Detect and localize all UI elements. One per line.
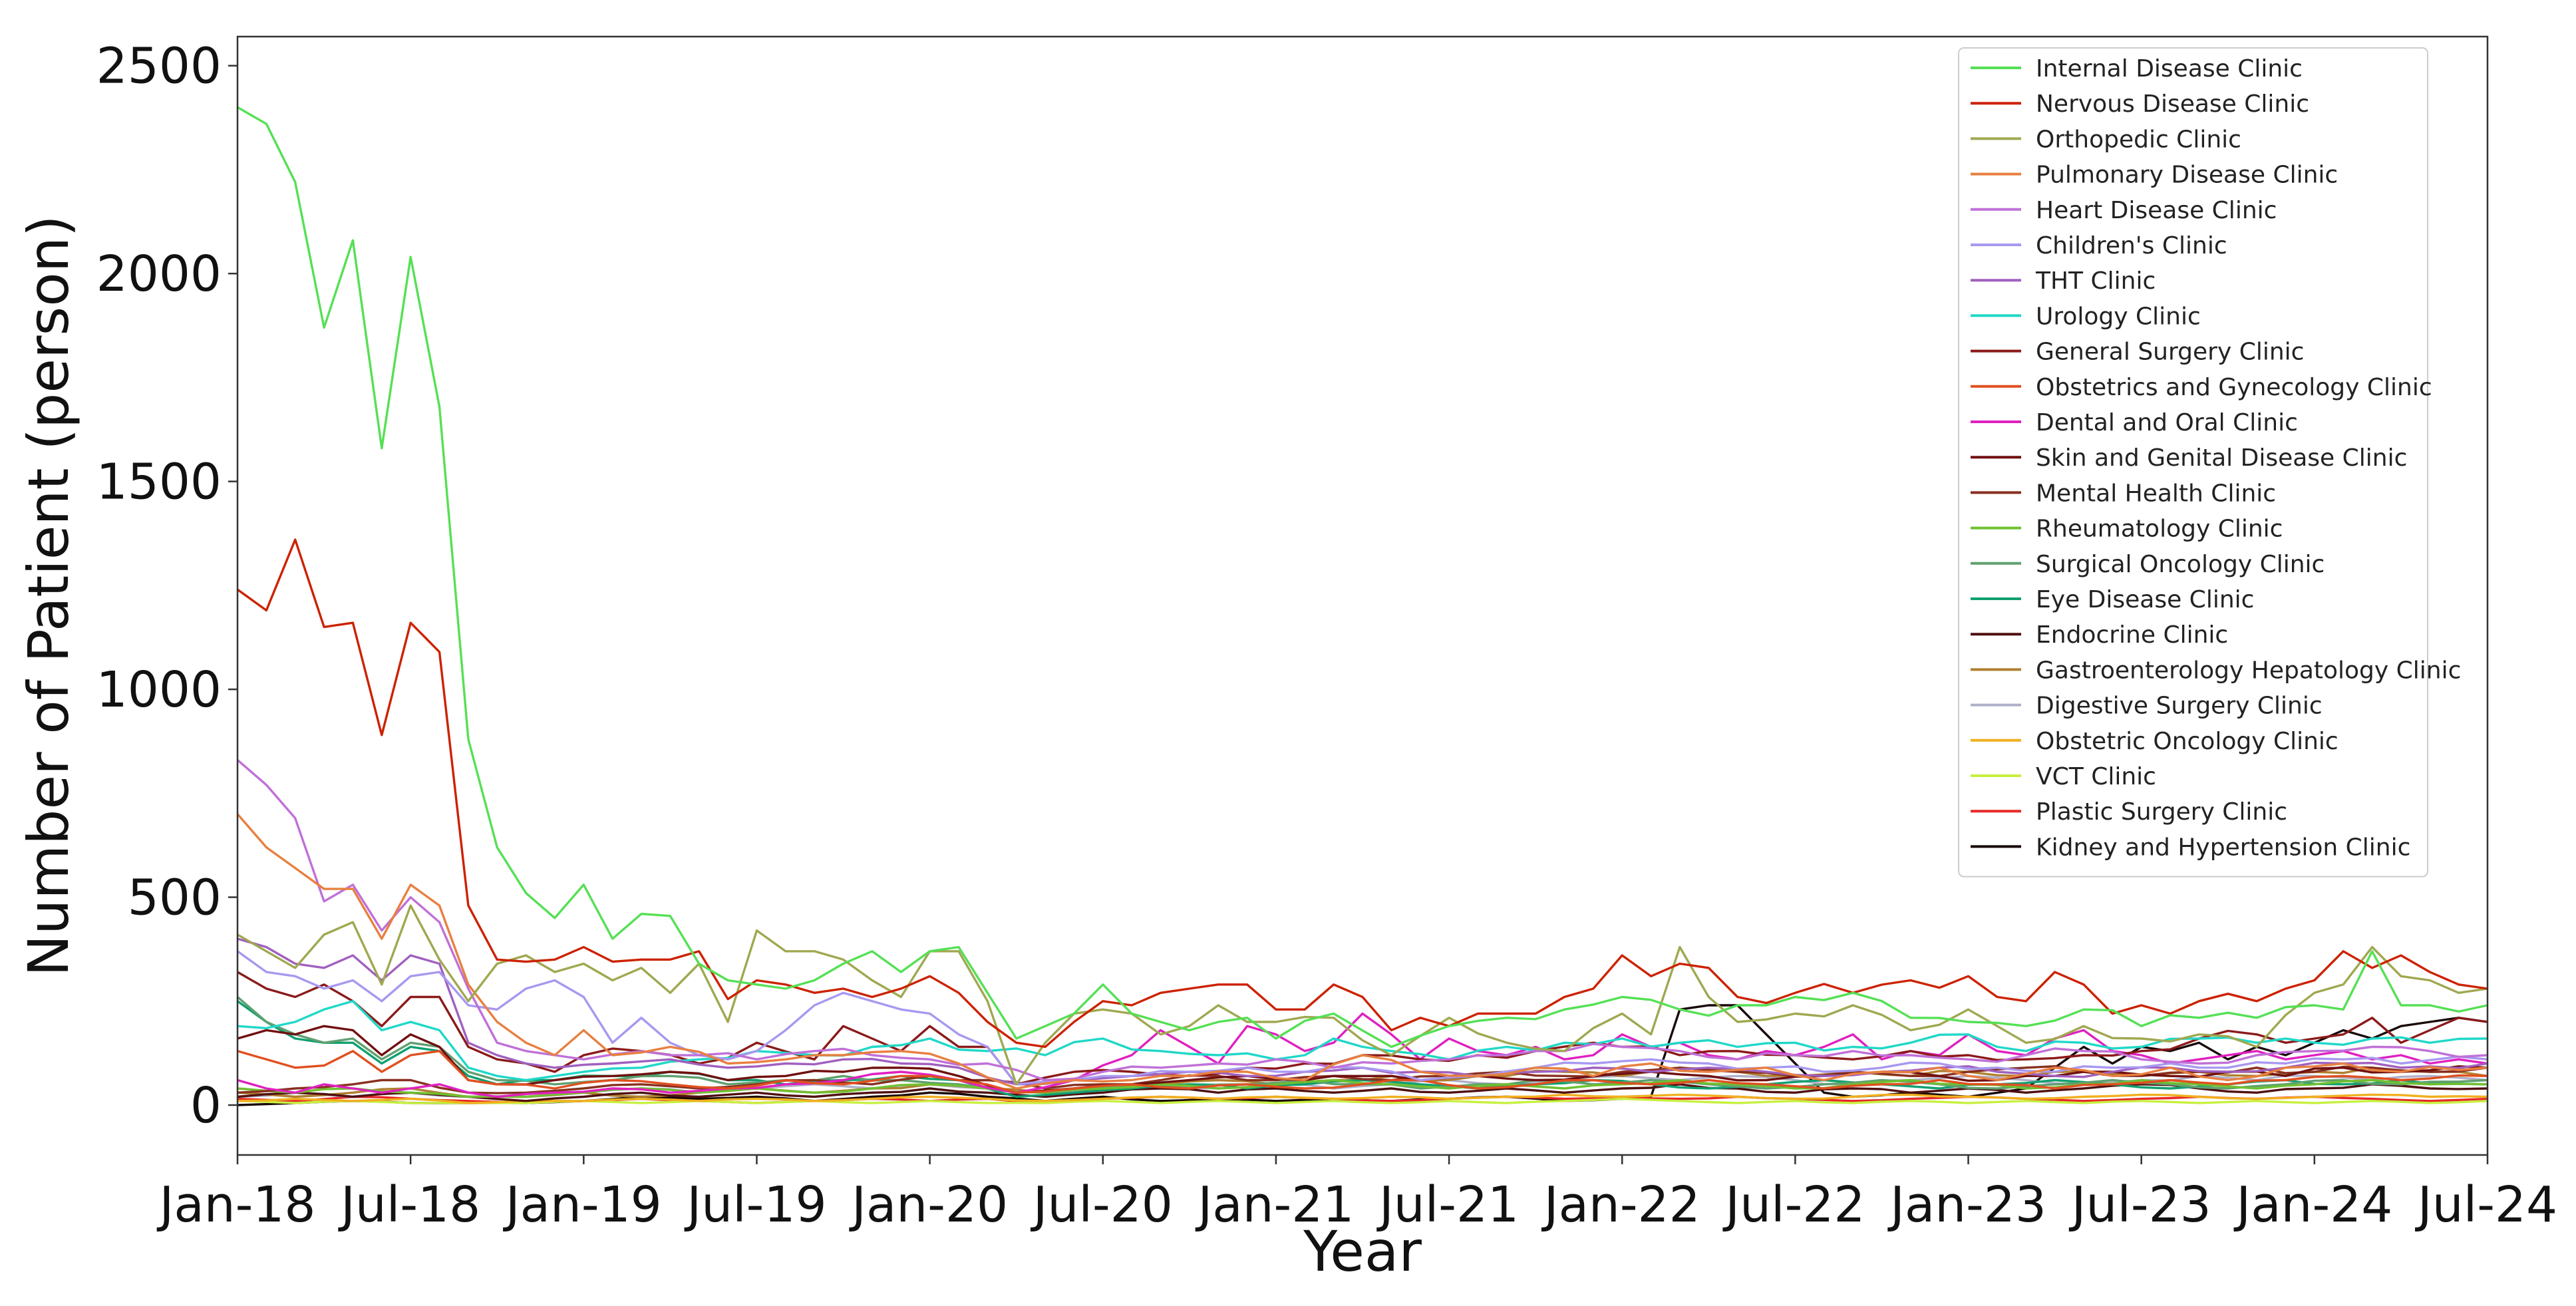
x-tick-label: Jul-20 (1031, 1176, 1173, 1233)
x-tick-label: Jan-19 (503, 1176, 662, 1233)
legend-label-surgical-oncology-clinic: Surgical Oncology Clinic (2036, 551, 2325, 578)
series-line-vct-clinic (237, 1097, 2488, 1104)
series-line-obstetrics-and-gynecology-clinic (237, 1050, 2488, 1094)
series-line-endocrine-clinic (237, 1083, 2488, 1102)
y-axis-title: Number of Patient (person) (16, 215, 81, 976)
y-tick-label: 2000 (96, 245, 222, 303)
series-line-orthopedic-clinic (237, 904, 2488, 1086)
legend-box (1958, 47, 2428, 878)
legend-label-obstetrics-and-gynecology-clinic: Obstetrics and Gynecology Clinic (2036, 374, 2432, 401)
legend-label-plastic-surgery-clinic: Plastic Surgery Clinic (2036, 798, 2287, 826)
legend-label-internal-disease-clinic: Internal Disease Clinic (2036, 55, 2303, 82)
y-tick-label: 1500 (96, 454, 222, 511)
legend-label-digestive-surgery-clinic: Digestive Surgery Clinic (2036, 693, 2323, 720)
legend-label-urology-clinic: Urology Clinic (2036, 303, 2201, 330)
series-line-children-s-clinic (237, 950, 2488, 1086)
legend-label-orthopedic-clinic: Orthopedic Clinic (2036, 126, 2241, 153)
y-tick-label: 0 (190, 1077, 222, 1134)
y-tick-label: 1000 (96, 661, 222, 719)
x-tick-label: Jan-21 (1195, 1176, 1354, 1233)
x-tick-label: Jan-22 (1541, 1176, 1700, 1233)
legend-label-eye-disease-clinic: Eye Disease Clinic (2036, 586, 2254, 613)
series-line-obstetric-oncology-clinic (237, 1093, 2488, 1104)
x-tick-label: Jul-18 (338, 1176, 480, 1233)
legend-label-general-surgery-clinic: General Surgery Clinic (2036, 339, 2304, 366)
x-tick-label: Jul-24 (2415, 1176, 2557, 1233)
x-tick-label: Jan-23 (1887, 1176, 2046, 1233)
series-line-pulmonary-disease-clinic (236, 813, 2488, 1090)
plot-area-frame (236, 35, 2489, 1156)
legend: Internal Disease Clinic Nervous Disease C… (1958, 47, 2461, 878)
legend-label-kidney-and-hypertension-clinic: Kidney and Hypertension Clinic (2036, 834, 2410, 861)
series-line-urology-clinic (237, 1000, 2488, 1082)
legend-label-obstetric-oncology-clinic: Obstetric Oncology Clinic (2036, 728, 2338, 755)
x-tick-label: Jan-24 (2233, 1176, 2392, 1233)
legend-label-rheumatology-clinic: Rheumatology Clinic (2036, 516, 2283, 543)
x-axis-title: Year (1303, 1219, 1422, 1284)
legend-label-mental-health-clinic: Mental Health Clinic (2036, 480, 2276, 507)
legend-label-endocrine-clinic: Endocrine Clinic (2036, 621, 2228, 649)
legend-label-gastroenterology-hepatology-clinic: Gastroenterology Hepatology Clinic (2036, 657, 2461, 684)
x-tick-label: Jan-18 (157, 1176, 316, 1233)
series-layer (236, 106, 2488, 1106)
series-line-nervous-disease-clinic (237, 538, 2488, 1049)
x-tick-label: Jul-22 (1722, 1176, 1865, 1233)
legend-label-heart-disease-clinic: Heart Disease Clinic (2036, 197, 2277, 224)
legend-label-tht-clinic: THT Clinic (2035, 267, 2156, 295)
legend-label-nervous-disease-clinic: Nervous Disease Clinic (2036, 90, 2309, 118)
x-tick-label: Jul-19 (684, 1176, 826, 1233)
y-tick-label: 500 (128, 870, 222, 927)
series-line-internal-disease-clinic (237, 106, 2488, 1049)
legend-label-pulmonary-disease-clinic: Pulmonary Disease Clinic (2036, 162, 2338, 189)
y-tick-label: 2500 (96, 38, 222, 95)
legend-label-skin-and-genital-disease-clinic: Skin and Genital Disease Clinic (2036, 444, 2407, 472)
x-tick-label: Jul-21 (1376, 1176, 1519, 1233)
legend-label-dental-and-oral-clinic: Dental and Oral Clinic (2036, 409, 2298, 436)
x-tick-label: Jul-23 (2069, 1176, 2211, 1233)
legend-label-children-s-clinic: Children's Clinic (2036, 232, 2227, 259)
axes-layer: 0 500 1000 1500 2000 2500 Jan-18 Jul-18 Jan-19 Ju… (96, 35, 2557, 1233)
x-tick-label: Jan-20 (849, 1176, 1008, 1233)
legend-label-vct-clinic: VCT Clinic (2036, 763, 2156, 790)
